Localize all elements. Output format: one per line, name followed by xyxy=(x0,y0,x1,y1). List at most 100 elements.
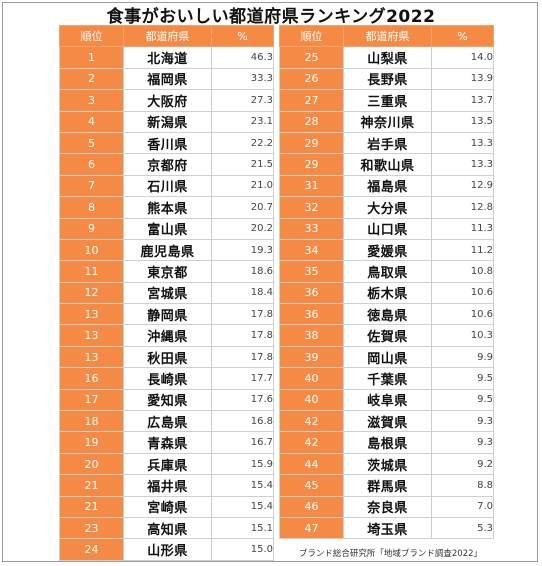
percent-cell: 27.3 xyxy=(211,89,274,112)
table-row: 44 茨城県 9.2 xyxy=(279,452,494,476)
prefecture-cell: 香川県 xyxy=(123,131,212,155)
table-row: 2 福岡県 33.3 xyxy=(59,67,274,91)
prefecture-cell: 石川県 xyxy=(123,174,212,198)
prefecture-cell: 京都府 xyxy=(123,153,212,176)
percent-cell: 9.3 xyxy=(431,410,494,433)
percent-cell: 17.8 xyxy=(211,345,274,369)
rank-cell: 20 xyxy=(59,452,124,476)
percent-cell: 18.4 xyxy=(211,281,274,305)
rank-cell: 35 xyxy=(279,260,344,283)
rank-cell: 33 xyxy=(279,217,344,240)
rank-cell: 45 xyxy=(279,474,344,497)
rank-cell: 27 xyxy=(279,89,344,112)
prefecture-cell: 宮崎県 xyxy=(123,495,212,518)
percent-cell: 11.2 xyxy=(431,238,494,262)
percent-cell: 13.3 xyxy=(431,131,494,155)
rank-cell: 32 xyxy=(279,196,344,219)
prefecture-cell: 埼玉県 xyxy=(343,516,432,540)
prefecture-cell: 新潟県 xyxy=(123,110,212,133)
rank-cell: 34 xyxy=(279,238,344,262)
table-row: 34 愛媛県 11.2 xyxy=(279,238,494,262)
percent-cell: 10.6 xyxy=(431,303,494,326)
percent-cell: 22.2 xyxy=(211,131,274,155)
percent-cell: 21.0 xyxy=(211,174,274,198)
percent-cell: 15.0 xyxy=(211,538,274,561)
percent-cell: 16.7 xyxy=(211,431,274,454)
table-row: 39 岡山県 9.9 xyxy=(279,345,494,369)
rank-cell: 3 xyxy=(59,89,124,112)
prefecture-cell: 長野県 xyxy=(343,67,432,91)
prefecture-cell: 長崎県 xyxy=(123,367,212,390)
rank-cell: 5 xyxy=(59,131,124,155)
prefecture-cell: 島根県 xyxy=(343,431,432,454)
percent-cell: 15.4 xyxy=(211,474,274,497)
table-row: 3 大阪府 27.3 xyxy=(59,89,274,112)
table-row: 35 鳥取県 10.8 xyxy=(279,260,494,283)
percent-cell: 13.3 xyxy=(431,153,494,176)
table-row: 16 長崎県 17.7 xyxy=(59,367,274,390)
rank-cell: 12 xyxy=(59,281,124,305)
table-row: 36 徳島県 10.6 xyxy=(279,303,494,326)
rank-cell: 39 xyxy=(279,345,344,369)
table-row: 21 福井県 15.4 xyxy=(59,474,274,497)
table-row: 18 広島県 16.8 xyxy=(59,410,274,433)
table-row: 36 栃木県 10.6 xyxy=(279,281,494,305)
rank-cell: 40 xyxy=(279,388,344,412)
header-prefecture: 都道府県 xyxy=(343,24,432,48)
percent-cell: 5.3 xyxy=(431,516,494,540)
rank-cell: 46 xyxy=(279,495,344,518)
table-row: 9 富山県 20.2 xyxy=(59,217,274,240)
prefecture-cell: 岡山県 xyxy=(343,345,432,369)
table-row: 21 宮崎県 15.4 xyxy=(59,495,274,518)
percent-cell: 19.3 xyxy=(211,238,274,262)
header-percent: % xyxy=(211,24,274,48)
rank-cell: 1 xyxy=(59,46,124,69)
prefecture-cell: 徳島県 xyxy=(343,303,432,326)
rank-cell: 28 xyxy=(279,110,344,133)
table-row: 27 三重県 13.7 xyxy=(279,89,494,112)
table-header-row: 順位 都道府県 % xyxy=(279,24,494,48)
prefecture-cell: 山梨県 xyxy=(343,46,432,69)
percent-cell: 15.9 xyxy=(211,452,274,476)
rank-cell: 40 xyxy=(279,367,344,390)
rank-cell: 11 xyxy=(59,260,124,283)
prefecture-cell: 岐阜県 xyxy=(343,388,432,412)
percent-cell: 9.5 xyxy=(431,367,494,390)
prefecture-cell: 神奈川県 xyxy=(343,110,432,133)
percent-cell: 9.5 xyxy=(431,388,494,412)
prefecture-cell: 奈良県 xyxy=(343,495,432,518)
percent-cell: 13.5 xyxy=(431,110,494,133)
rank-cell: 2 xyxy=(59,67,124,91)
prefecture-cell: 福井県 xyxy=(123,474,212,497)
table-row: 40 千葉県 9.5 xyxy=(279,367,494,390)
rank-cell: 10 xyxy=(59,238,124,262)
percent-cell: 15.4 xyxy=(211,495,274,518)
page-title: 食事がおいしい都道府県ランキング2022 xyxy=(106,7,436,27)
rank-cell: 24 xyxy=(59,538,124,561)
table-row: 47 埼玉県 5.3 xyxy=(279,516,494,540)
rank-cell: 16 xyxy=(59,367,124,390)
rank-cell: 9 xyxy=(59,217,124,240)
prefecture-cell: 和歌山県 xyxy=(343,153,432,176)
rank-cell: 13 xyxy=(59,324,124,347)
table-row: 7 石川県 21.0 xyxy=(59,174,274,198)
prefecture-cell: 山口県 xyxy=(343,217,432,240)
percent-cell: 12.9 xyxy=(431,174,494,198)
percent-cell: 18.6 xyxy=(211,260,274,283)
rank-cell: 6 xyxy=(59,153,124,176)
percent-cell: 11.3 xyxy=(431,217,494,240)
header-rank: 順位 xyxy=(279,24,344,48)
percent-cell: 9.2 xyxy=(431,452,494,476)
percent-cell: 46.3 xyxy=(211,46,274,69)
prefecture-cell: 山形県 xyxy=(123,538,212,561)
ranking-body-right: 25 山梨県 14.0 26 長野県 13.9 27 三重県 13.7 28 神奈川県 13.5 29 岩… xyxy=(279,46,494,540)
rank-cell: 29 xyxy=(279,153,344,176)
prefecture-cell: 青森県 xyxy=(123,431,212,454)
header-percent: % xyxy=(431,24,494,48)
table-row: 38 佐賀県 10.3 xyxy=(279,324,494,347)
prefecture-cell: 三重県 xyxy=(343,89,432,112)
rank-cell: 17 xyxy=(59,388,124,412)
prefecture-cell: 大阪府 xyxy=(123,89,212,112)
rank-cell: 19 xyxy=(59,431,124,454)
percent-cell: 10.8 xyxy=(431,260,494,283)
